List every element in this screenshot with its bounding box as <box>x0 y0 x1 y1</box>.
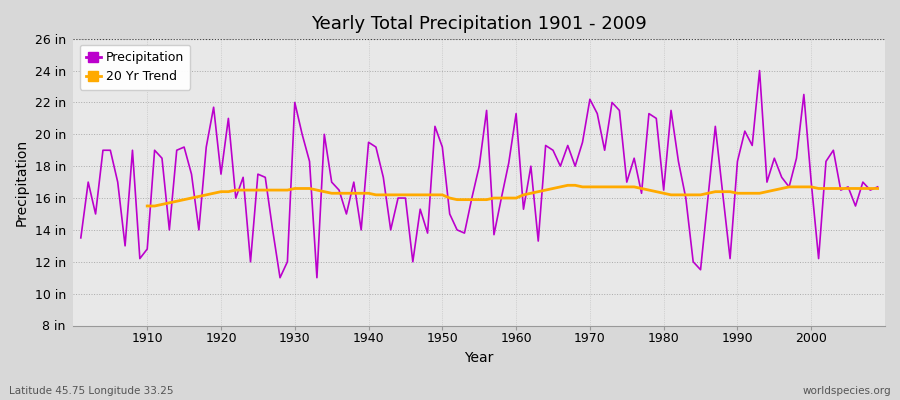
Title: Yearly Total Precipitation 1901 - 2009: Yearly Total Precipitation 1901 - 2009 <box>311 15 647 33</box>
Text: Latitude 45.75 Longitude 33.25: Latitude 45.75 Longitude 33.25 <box>9 386 174 396</box>
Text: worldspecies.org: worldspecies.org <box>803 386 891 396</box>
X-axis label: Year: Year <box>464 351 494 365</box>
Legend: Precipitation, 20 Yr Trend: Precipitation, 20 Yr Trend <box>80 45 191 90</box>
Y-axis label: Precipitation: Precipitation <box>15 138 29 226</box>
